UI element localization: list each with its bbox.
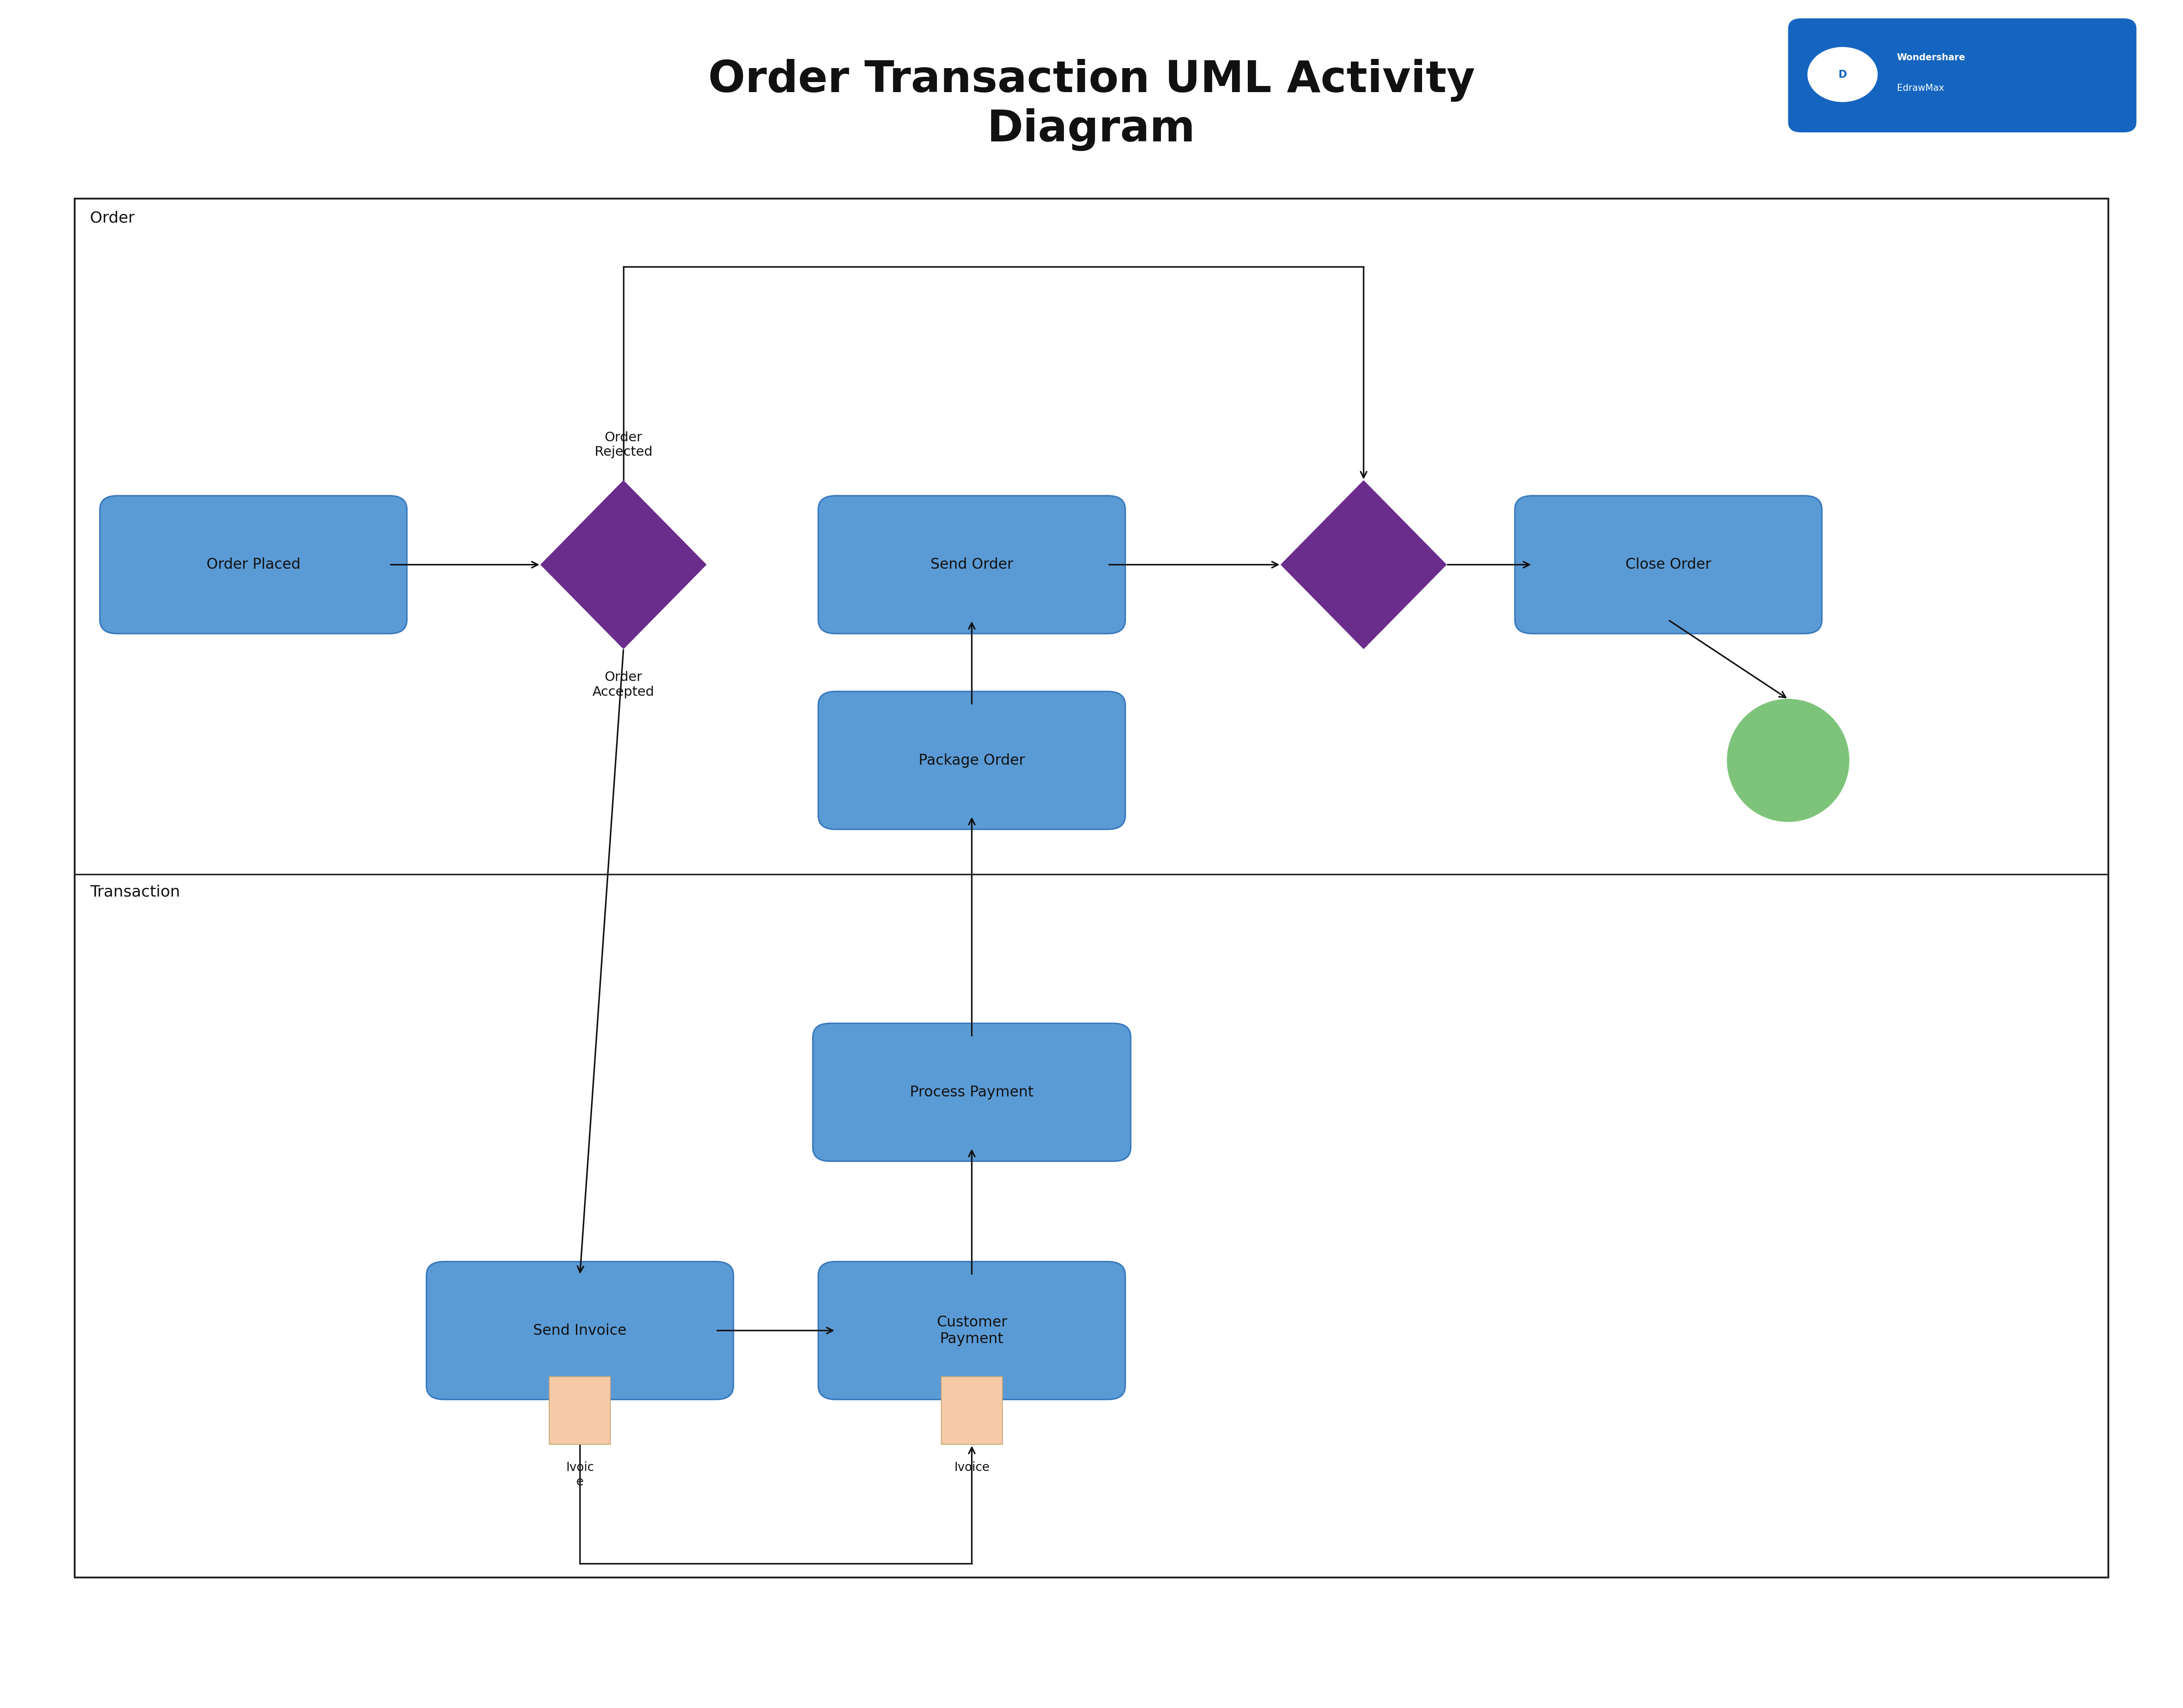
FancyBboxPatch shape: [812, 1023, 1131, 1161]
Text: Order
Rejected: Order Rejected: [594, 430, 653, 458]
FancyBboxPatch shape: [819, 1262, 1124, 1399]
Text: Process Payment: Process Payment: [910, 1085, 1033, 1100]
Text: EdrawMax: EdrawMax: [1897, 84, 1945, 92]
FancyBboxPatch shape: [426, 1262, 733, 1399]
Text: Order
Accepted: Order Accepted: [592, 671, 655, 699]
Text: Transaction: Transaction: [90, 885, 181, 900]
Text: Order Transaction UML Activity
Diagram: Order Transaction UML Activity Diagram: [707, 60, 1476, 152]
Ellipse shape: [1727, 699, 1849, 822]
Text: Order: Order: [90, 210, 135, 225]
FancyBboxPatch shape: [1788, 19, 2137, 133]
Bar: [74, 198, 2109, 1576]
Text: Send Order: Send Order: [930, 557, 1013, 572]
Text: Ivoic
e: Ivoic e: [565, 1462, 594, 1488]
Circle shape: [1808, 48, 1877, 102]
Text: Send Invoice: Send Invoice: [533, 1324, 627, 1337]
FancyBboxPatch shape: [1515, 495, 1823, 634]
Text: Customer
Payment: Customer Payment: [937, 1315, 1006, 1346]
Text: Close Order: Close Order: [1626, 557, 1711, 572]
Text: D: D: [1838, 70, 1847, 80]
Bar: [550, 1377, 611, 1445]
FancyBboxPatch shape: [819, 495, 1124, 634]
FancyBboxPatch shape: [100, 495, 406, 634]
Text: Ivoice: Ivoice: [954, 1462, 989, 1474]
Bar: [941, 1377, 1002, 1445]
Text: Wondershare: Wondershare: [1897, 53, 1965, 61]
FancyBboxPatch shape: [819, 692, 1124, 830]
Text: Package Order: Package Order: [919, 753, 1026, 767]
Text: Order Placed: Order Placed: [207, 557, 301, 572]
Polygon shape: [1281, 480, 1447, 649]
Polygon shape: [541, 480, 705, 649]
